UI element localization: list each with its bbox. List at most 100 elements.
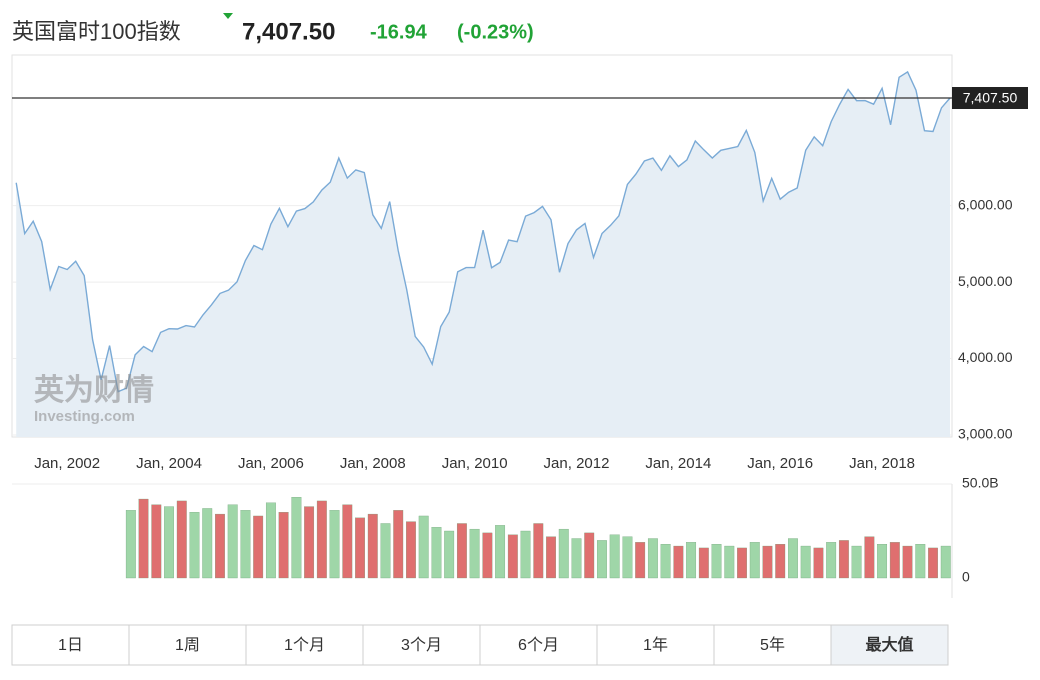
volume-bar (469, 528, 480, 579)
volume-bar (329, 510, 340, 579)
range-button[interactable] (128, 624, 247, 666)
x-tick-label: Jan, 2002 (34, 455, 100, 472)
volume-bar (749, 542, 760, 579)
volume-bar (355, 517, 365, 579)
volume-bar (253, 515, 264, 579)
x-tick-label: Jan, 2008 (340, 455, 406, 472)
x-tick-label: Jan, 2014 (645, 455, 711, 472)
volume-bar (698, 547, 709, 579)
volume-bar (737, 547, 747, 579)
x-tick-label: Jan, 2016 (747, 455, 813, 472)
watermark-brand: 英为财情 (34, 374, 154, 407)
volume-tick-label: 0 (962, 569, 970, 585)
volume-bar (291, 497, 302, 579)
y-tick-label: 3,000.00 (958, 426, 1013, 442)
volume-bar (940, 545, 951, 579)
range-button-label[interactable]: 1个月 (284, 636, 325, 654)
volume-bar (711, 544, 722, 579)
y-tick-label: 5,000.00 (958, 273, 1013, 289)
volume-bar (482, 532, 493, 579)
volume-bar (202, 508, 213, 579)
y-tick-label: 6,000.00 (958, 196, 1013, 212)
range-button-label[interactable]: 3个月 (401, 636, 442, 654)
volume-bar (316, 500, 327, 579)
volume-bar (597, 540, 607, 579)
change-pct: (-0.23%) (457, 21, 534, 43)
volume-bar (520, 530, 531, 579)
volume-bar (164, 506, 174, 579)
volume-bar (635, 542, 646, 579)
x-tick-label: Jan, 2012 (544, 455, 610, 472)
range-button-label[interactable]: 6个月 (518, 636, 559, 654)
volume-bar (571, 538, 582, 579)
volume-bar (762, 545, 773, 579)
volume-bar (673, 545, 684, 579)
volume-bar (304, 506, 315, 579)
volume-bar (851, 545, 862, 579)
volume-bar (915, 544, 926, 579)
range-button-label[interactable]: 1周 (175, 637, 200, 654)
volume-bar (826, 542, 837, 579)
volume-bar (406, 521, 416, 579)
area-fill (16, 71, 950, 438)
volume-bar (240, 510, 251, 579)
volume-bar (444, 530, 455, 579)
volume-bar (813, 547, 824, 579)
volume-bar (227, 504, 238, 579)
volume-bar (495, 525, 506, 579)
volume-bar (546, 536, 556, 579)
range-buttons: 1日 1周 1个月 3个月 6个月 1年 5年 最大值 (11, 624, 949, 666)
x-tick-label: Jan, 2006 (238, 455, 304, 472)
volume-bar (342, 504, 353, 579)
volume-bar (558, 528, 569, 579)
volume-bar (622, 536, 633, 579)
volume-bar (265, 502, 276, 579)
volume-bar (838, 540, 849, 579)
volume-bar (367, 513, 378, 579)
range-button-label[interactable]: 1日 (58, 637, 83, 654)
index-title: 英国富时100指数 (12, 19, 181, 44)
volume-bar (278, 512, 289, 579)
volume-bar (456, 523, 467, 579)
range-button[interactable] (830, 624, 949, 666)
volume-bar (928, 547, 938, 579)
range-button-label[interactable]: 1年 (643, 636, 668, 654)
watermark-site: Investing.com (34, 408, 135, 425)
range-button[interactable] (11, 624, 130, 666)
range-button[interactable] (245, 624, 364, 666)
x-tick-label: Jan, 2018 (849, 455, 915, 472)
x-tick-label: Jan, 2004 (136, 455, 202, 472)
volume-bar (660, 544, 671, 579)
volume-bar (800, 545, 811, 579)
volume-tick-label: 50.0B (962, 475, 999, 491)
volume-bar (151, 504, 162, 579)
last-price-box (952, 87, 1028, 110)
volume-bar (775, 544, 786, 579)
volume-bar (125, 510, 136, 579)
plot (12, 70, 952, 438)
range-button[interactable] (362, 624, 481, 666)
volume-bar (584, 532, 595, 579)
volume-bar (788, 538, 798, 579)
volume-bar (393, 510, 404, 579)
volume-bar (507, 534, 518, 579)
volume-bar (609, 534, 620, 579)
volume-bar (380, 523, 391, 579)
volume-bar (431, 527, 442, 579)
down-arrow (223, 13, 233, 19)
volume-bar (864, 536, 875, 579)
range-button-label[interactable]: 5年 (760, 636, 785, 654)
volume-bar (138, 498, 149, 579)
range-button[interactable] (713, 624, 832, 666)
volume-bar (418, 515, 429, 579)
volume-bar (176, 500, 187, 579)
y-tick-label: 4,000.00 (958, 349, 1013, 365)
last-price-label: 7,407.50 (963, 90, 1018, 106)
volume-bar (902, 545, 913, 579)
range-button-label[interactable]: 最大值 (865, 635, 913, 654)
volume-bar (724, 545, 735, 579)
volume-bar (533, 523, 544, 579)
x-tick-label: Jan, 2010 (442, 455, 508, 472)
volume-bar (889, 542, 900, 579)
